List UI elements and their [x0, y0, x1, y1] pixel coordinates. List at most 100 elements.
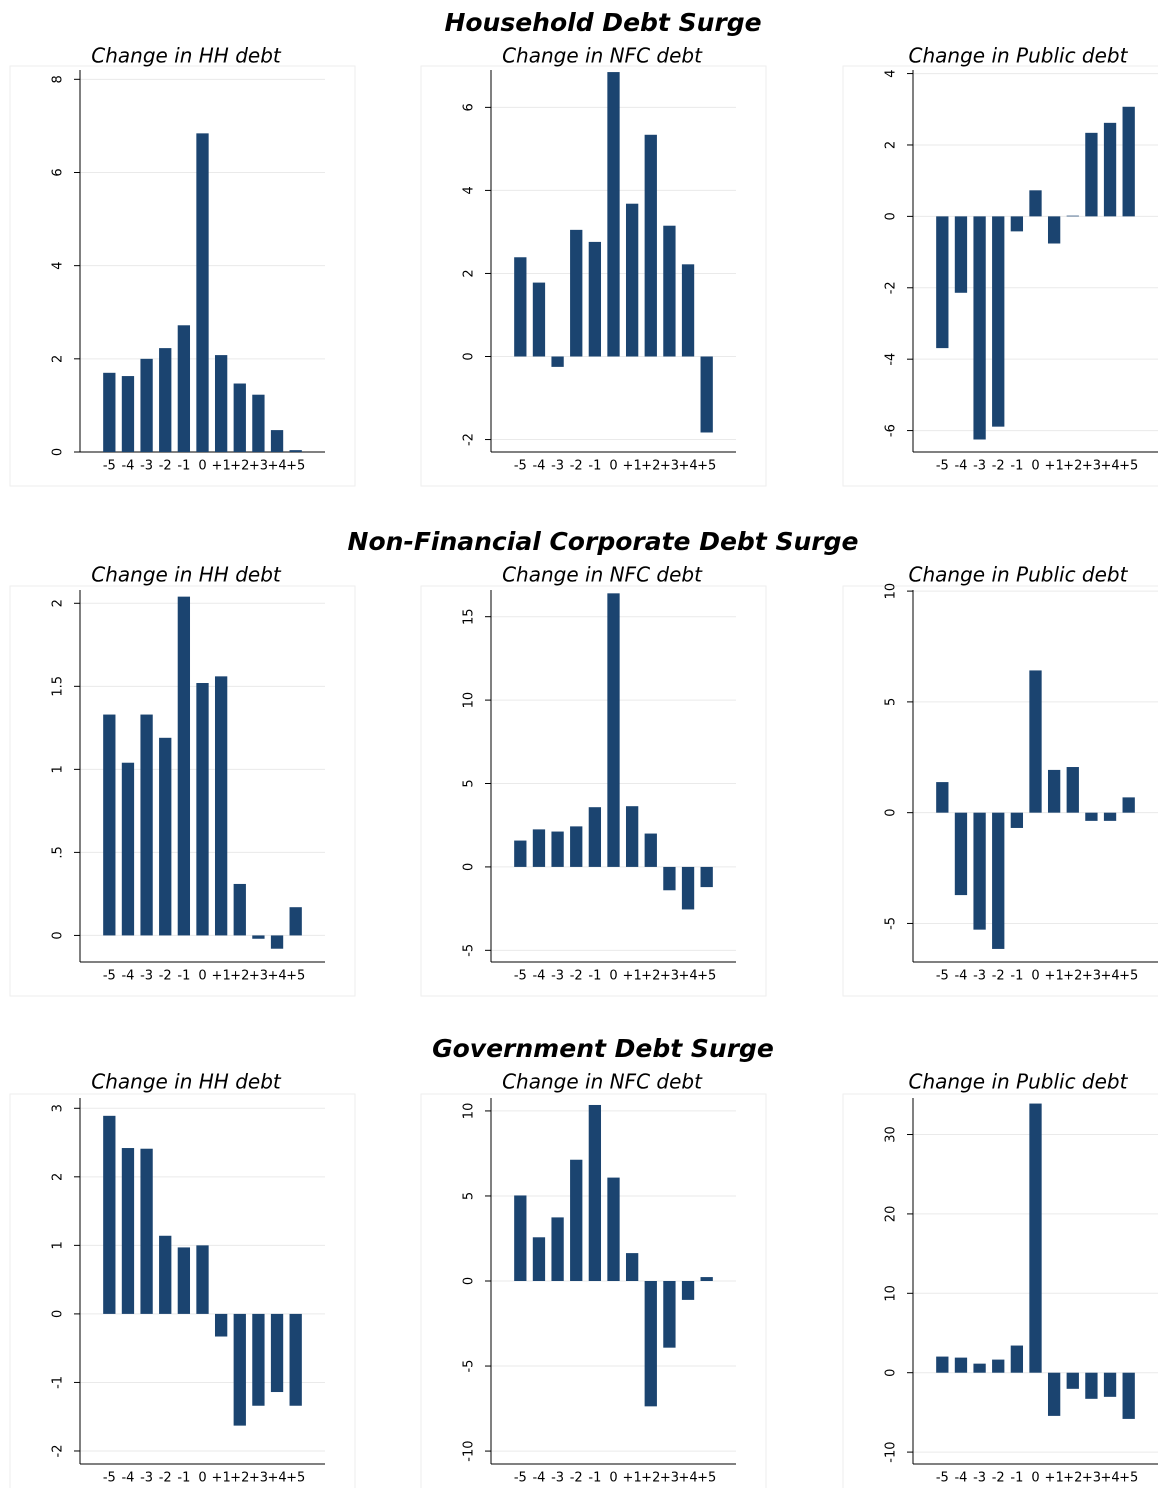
bar — [1066, 1372, 1079, 1389]
x-tick-label: -1 — [588, 459, 601, 474]
x-tick-label: -5 — [936, 1471, 949, 1486]
x-tick-label: -2 — [159, 969, 172, 984]
bar — [663, 1281, 676, 1348]
x-tick-label: +1 — [623, 459, 642, 474]
x-tick-label: +5 — [1119, 969, 1138, 984]
x-tick-label: +3 — [660, 459, 679, 474]
bar — [514, 840, 527, 867]
x-tick-label: -4 — [954, 969, 967, 984]
x-tick-label: 0 — [1031, 459, 1039, 474]
bar — [625, 806, 639, 867]
x-tick-label: -2 — [992, 969, 1005, 984]
x-tick-label: -5 — [514, 459, 527, 474]
x-tick-label: -2 — [992, 1471, 1005, 1486]
y-tick-label: -6 — [884, 424, 899, 437]
y-tick-label: -5 — [884, 917, 899, 930]
y-tick-label: -10 — [884, 1441, 899, 1462]
bar — [644, 833, 657, 867]
x-tick-label: +4 — [1100, 459, 1119, 474]
x-tick-label: -2 — [159, 459, 172, 474]
x-tick-label: +1 — [1045, 459, 1064, 474]
bar — [140, 1148, 153, 1314]
bar — [1085, 1372, 1098, 1399]
bar — [681, 264, 695, 357]
x-tick-label: -4 — [121, 1471, 134, 1486]
y-tick-label: -10 — [462, 1440, 477, 1461]
bar — [159, 348, 172, 452]
x-tick-label: +1 — [212, 969, 231, 984]
bar — [289, 1313, 302, 1406]
bar — [954, 1357, 968, 1373]
subplot-title: Change in HH debt — [91, 44, 282, 68]
bar — [177, 1247, 191, 1314]
x-tick-label: +4 — [267, 459, 286, 474]
x-tick-label: -3 — [140, 969, 153, 984]
x-tick-label: 0 — [609, 459, 617, 474]
y-tick-label: 0 — [884, 212, 899, 220]
x-tick-label: +5 — [1119, 1471, 1138, 1486]
x-tick-label: +3 — [660, 1471, 679, 1486]
x-tick-label: +5 — [286, 1471, 305, 1486]
x-tick-label: -4 — [532, 969, 545, 984]
bar — [214, 676, 228, 936]
bar — [1029, 670, 1042, 813]
bar — [588, 1104, 602, 1281]
x-tick-label: -3 — [551, 459, 564, 474]
bar — [1066, 215, 1079, 217]
y-tick-label: 1 — [51, 1241, 66, 1249]
bar — [570, 1159, 583, 1281]
x-tick-label: -3 — [973, 969, 986, 984]
bar — [1029, 190, 1042, 217]
x-tick-label: +3 — [1082, 459, 1101, 474]
bar — [252, 935, 265, 939]
bar — [1047, 769, 1061, 813]
x-tick-label: +2 — [1063, 1471, 1082, 1486]
bar — [551, 356, 564, 367]
y-tick-label: 30 — [884, 1126, 899, 1143]
y-tick-label: 5 — [462, 1192, 477, 1200]
y-tick-label: -2 — [884, 281, 899, 294]
y-tick-label: 8 — [51, 75, 66, 83]
bar — [607, 1177, 620, 1281]
bar — [973, 812, 986, 930]
y-tick-label: 3 — [51, 1104, 66, 1112]
bar — [289, 907, 302, 936]
bar — [532, 829, 546, 867]
bar — [103, 714, 116, 936]
bar — [954, 812, 968, 896]
subplot-title: Change in Public debt — [909, 1070, 1129, 1094]
y-tick-label: 4 — [462, 186, 477, 194]
x-tick-label: +5 — [697, 969, 716, 984]
x-tick-label: -5 — [103, 1471, 116, 1486]
x-tick-label: -1 — [1010, 459, 1023, 474]
y-tick-label: 5 — [462, 779, 477, 787]
bar — [140, 358, 153, 452]
y-tick-label: 0 — [462, 1277, 477, 1285]
bar — [936, 782, 949, 813]
y-tick-label: 0 — [884, 809, 899, 817]
y-tick-label: 1 — [51, 765, 66, 773]
bar — [514, 1195, 527, 1281]
bar — [644, 134, 657, 357]
x-tick-label: +5 — [697, 459, 716, 474]
x-tick-label: -3 — [973, 459, 986, 474]
x-tick-label: -4 — [121, 459, 134, 474]
bar — [973, 216, 986, 440]
bar — [663, 866, 676, 891]
bar — [121, 1148, 135, 1314]
bar — [954, 216, 968, 293]
x-tick-label: +3 — [249, 459, 268, 474]
y-tick-label: -2 — [51, 1444, 66, 1457]
bar — [700, 866, 713, 888]
bar — [681, 866, 695, 910]
section-title: Non-Financial Corporate Debt Surge — [348, 527, 859, 556]
x-tick-label: +4 — [1100, 1471, 1119, 1486]
y-tick-label: 0 — [462, 863, 477, 871]
bar — [233, 383, 246, 452]
y-tick-label: 4 — [884, 69, 899, 77]
bar — [588, 241, 602, 357]
bar — [700, 1277, 713, 1281]
x-tick-label: +2 — [641, 1471, 660, 1486]
bar — [1085, 132, 1098, 217]
